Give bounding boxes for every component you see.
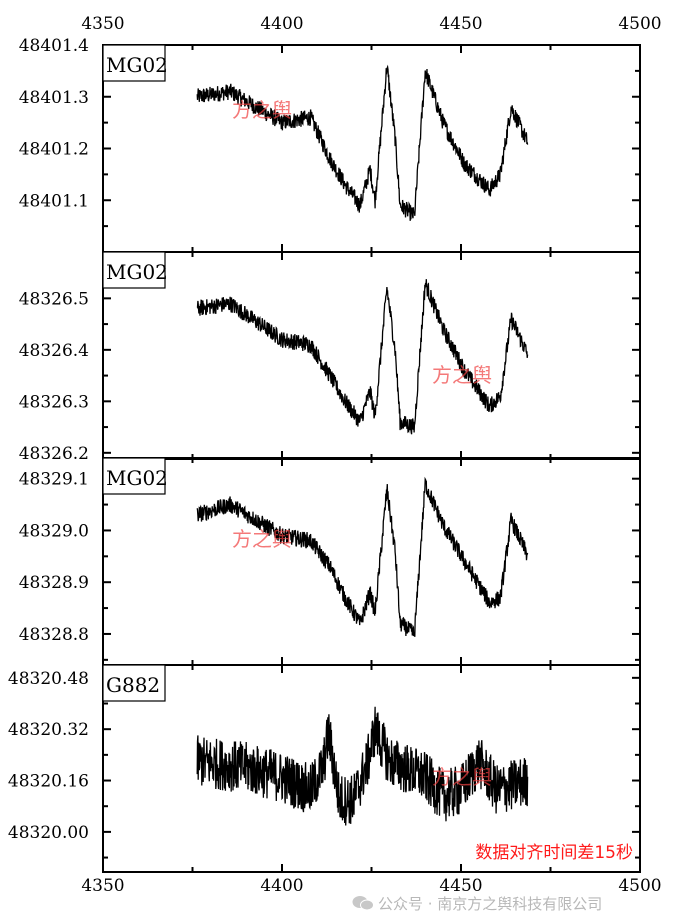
watermark-text: 方之舆 xyxy=(432,363,492,387)
y-tick-label: 48320.16 xyxy=(8,772,89,792)
panel-label: MG02 xyxy=(106,466,168,490)
wechat-icon xyxy=(352,896,374,911)
series-line-panel-4 xyxy=(196,706,529,826)
x-tick-label-top: 4450 xyxy=(439,14,482,34)
panel-label: MG02 xyxy=(106,260,168,284)
panel-label-box xyxy=(102,251,166,289)
time-offset-annotation: 数据对齐时间差15秒 xyxy=(475,843,633,863)
x-tick-label-bottom: 4350 xyxy=(81,876,124,896)
panel-frame-1 xyxy=(102,44,641,253)
footer-watermark: 公众号 · 南京方之舆科技有限公司 xyxy=(352,895,602,913)
watermark-text: 方之舆 xyxy=(232,98,292,122)
x-tick-label-top: 4500 xyxy=(618,14,661,34)
x-tick-label-top: 4400 xyxy=(260,14,303,34)
x-tick-label-bottom: 4500 xyxy=(618,876,661,896)
y-tick-label: 48326.5 xyxy=(19,289,89,309)
panel-label-box xyxy=(102,457,166,495)
y-tick-label: 48401.3 xyxy=(19,88,89,108)
watermark-text: 方之舆 xyxy=(432,765,492,789)
series-line-panel-2 xyxy=(196,279,529,435)
y-tick-label: 48401.4 xyxy=(19,36,89,56)
y-tick-label: 48326.4 xyxy=(19,341,89,361)
series-line-panel-1 xyxy=(196,64,529,221)
x-tick-label-top: 4350 xyxy=(81,14,124,34)
panel-frame-4 xyxy=(102,664,641,873)
y-tick-label: 48326.2 xyxy=(19,444,89,464)
panel-frame-2 xyxy=(102,251,641,460)
y-tick-label: 48320.48 xyxy=(8,669,89,689)
panel-label-box xyxy=(102,44,166,82)
y-tick-label: 48401.2 xyxy=(19,140,89,160)
series-line-panel-3 xyxy=(196,476,529,637)
y-tick-label: 48328.8 xyxy=(19,625,89,645)
x-tick-label-bottom: 4400 xyxy=(260,876,303,896)
x-tick-label-bottom: 4450 xyxy=(439,876,482,896)
watermark-text: 方之舆 xyxy=(232,527,292,551)
y-tick-label: 48320.32 xyxy=(8,720,89,740)
y-tick-label: 48320.00 xyxy=(8,823,89,843)
footer-text: 公众号 · 南京方之舆科技有限公司 xyxy=(378,895,603,913)
y-tick-label: 48401.1 xyxy=(19,191,89,211)
y-tick-label: 48329.0 xyxy=(19,521,89,541)
panel-label: G882 xyxy=(106,673,160,697)
y-tick-label: 48326.3 xyxy=(19,392,89,412)
panel-label: MG02 xyxy=(106,53,168,77)
y-tick-label: 48328.9 xyxy=(19,573,89,593)
panel-label-box xyxy=(102,664,166,702)
panel-frame-3 xyxy=(102,457,641,666)
y-tick-label: 48329.1 xyxy=(19,470,89,490)
